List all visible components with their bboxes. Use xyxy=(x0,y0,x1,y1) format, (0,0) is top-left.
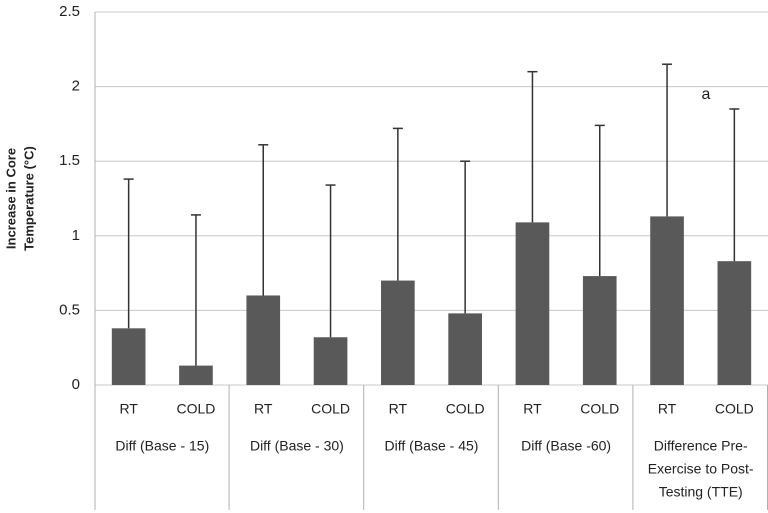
bar xyxy=(246,295,281,385)
x-tick-label: RT xyxy=(523,401,542,417)
group-label: Diff (Base - 45) xyxy=(385,438,479,454)
group-label: Testing (TTE) xyxy=(659,484,743,500)
y-tick-label: 0 xyxy=(72,376,80,393)
x-tick-label: RT xyxy=(254,401,273,417)
group-label: Diff (Base - 15) xyxy=(115,438,209,454)
group-label: Diff (Base -60) xyxy=(521,438,611,454)
bar xyxy=(448,313,482,385)
y-tick-label: 2.5 xyxy=(59,3,80,20)
bar xyxy=(381,280,415,385)
y-tick-label: 1.5 xyxy=(59,152,80,169)
y-axis-label: Increase in Core xyxy=(3,148,18,249)
bar xyxy=(179,365,213,385)
x-tick-label: COLD xyxy=(446,401,485,417)
x-tick-label: COLD xyxy=(176,401,215,417)
x-tick-label: RT xyxy=(389,401,408,417)
bar xyxy=(650,216,684,385)
group-label: Difference Pre- xyxy=(654,438,748,454)
y-tick-label: 1 xyxy=(72,227,80,244)
bar xyxy=(582,276,617,385)
y-tick-label: 2 xyxy=(72,78,80,95)
annotation: a xyxy=(702,86,711,103)
group-label: Diff (Base - 30) xyxy=(250,438,344,454)
group-label: Exercise to Post- xyxy=(648,461,754,477)
bar xyxy=(111,328,146,385)
y-tick-label: 0.5 xyxy=(59,301,80,318)
bar xyxy=(717,261,752,385)
y-axis-label: Temperature (°C) xyxy=(21,146,36,251)
x-tick-label: RT xyxy=(658,401,677,417)
x-tick-label: RT xyxy=(119,401,138,417)
x-tick-label: COLD xyxy=(311,401,350,417)
x-tick-label: COLD xyxy=(715,401,754,417)
x-tick-label: COLD xyxy=(580,401,619,417)
bar xyxy=(515,222,550,385)
bar xyxy=(313,337,348,385)
